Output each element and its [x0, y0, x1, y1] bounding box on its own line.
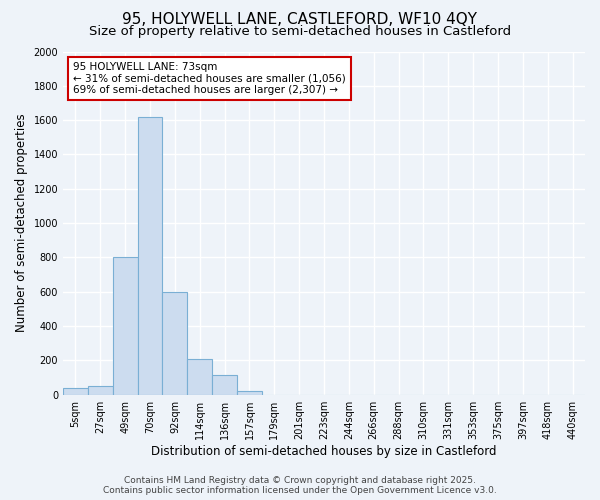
Bar — [113, 258, 137, 394]
Bar — [237, 392, 262, 394]
X-axis label: Distribution of semi-detached houses by size in Castleford: Distribution of semi-detached houses by … — [151, 444, 497, 458]
Text: Contains HM Land Registry data © Crown copyright and database right 2025.
Contai: Contains HM Land Registry data © Crown c… — [103, 476, 497, 495]
Bar — [163, 292, 187, 395]
Text: 95 HOLYWELL LANE: 73sqm
← 31% of semi-detached houses are smaller (1,056)
69% of: 95 HOLYWELL LANE: 73sqm ← 31% of semi-de… — [73, 62, 346, 95]
Bar — [212, 375, 237, 394]
Bar — [137, 116, 163, 394]
Bar — [88, 386, 113, 394]
Bar — [187, 358, 212, 394]
Y-axis label: Number of semi-detached properties: Number of semi-detached properties — [15, 114, 28, 332]
Text: Size of property relative to semi-detached houses in Castleford: Size of property relative to semi-detach… — [89, 25, 511, 38]
Text: 95, HOLYWELL LANE, CASTLEFORD, WF10 4QY: 95, HOLYWELL LANE, CASTLEFORD, WF10 4QY — [122, 12, 478, 28]
Bar — [63, 388, 88, 394]
